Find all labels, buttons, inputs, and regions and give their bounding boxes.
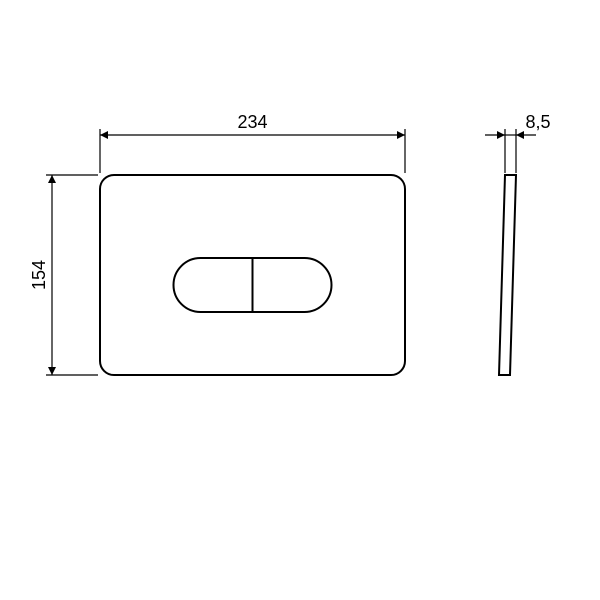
side-view <box>499 175 516 375</box>
dimension-width-label: 234 <box>237 112 267 132</box>
dimension-height-label: 154 <box>29 260 49 290</box>
dimension-depth: 8,5 <box>485 112 551 173</box>
dimension-width: 234 <box>100 112 405 173</box>
dimension-height: 154 <box>29 175 98 375</box>
dimension-depth-label: 8,5 <box>525 112 550 132</box>
side-outline <box>499 175 516 375</box>
front-view <box>100 175 405 375</box>
